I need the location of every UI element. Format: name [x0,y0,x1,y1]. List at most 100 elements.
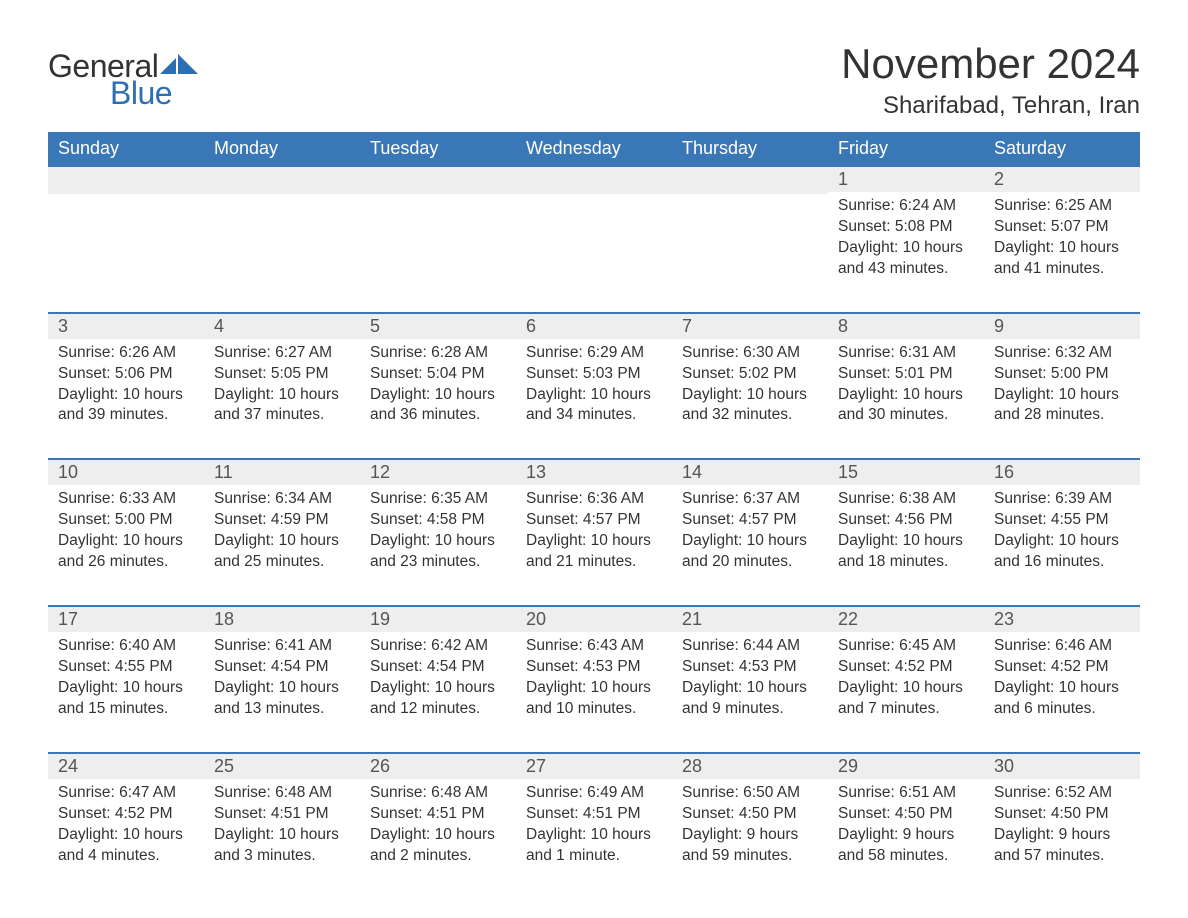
day-number: 25 [204,754,360,779]
sunset-line: Sunset: 5:01 PM [838,364,974,385]
day-number: 2 [984,167,1140,192]
day-body: Sunrise: 6:27 AMSunset: 5:05 PMDaylight:… [204,339,360,435]
daylight-line: Daylight: 10 hours and 18 minutes. [838,531,974,573]
sunset-line: Sunset: 4:54 PM [214,657,350,678]
day-cell: 2Sunrise: 6:25 AMSunset: 5:07 PMDaylight… [984,167,1140,288]
day-number: 28 [672,754,828,779]
daylight-line: Daylight: 10 hours and 9 minutes. [682,678,818,720]
day-number: 27 [516,754,672,779]
sunset-line: Sunset: 5:00 PM [994,364,1130,385]
sunrise-line: Sunrise: 6:26 AM [58,343,194,364]
day-cell: 28Sunrise: 6:50 AMSunset: 4:50 PMDayligh… [672,754,828,875]
day-number: 26 [360,754,516,779]
daylight-line: Daylight: 10 hours and 32 minutes. [682,385,818,427]
day-cell: 7Sunrise: 6:30 AMSunset: 5:02 PMDaylight… [672,314,828,435]
sunrise-line: Sunrise: 6:27 AM [214,343,350,364]
day-number: 30 [984,754,1140,779]
day-cell: 22Sunrise: 6:45 AMSunset: 4:52 PMDayligh… [828,607,984,728]
day-cell: 3Sunrise: 6:26 AMSunset: 5:06 PMDaylight… [48,314,204,435]
day-number: 17 [48,607,204,632]
daylight-line: Daylight: 10 hours and 41 minutes. [994,238,1130,280]
day-body: Sunrise: 6:42 AMSunset: 4:54 PMDaylight:… [360,632,516,728]
day-number: 21 [672,607,828,632]
empty-day-bar [360,167,516,194]
sunset-line: Sunset: 4:51 PM [370,804,506,825]
day-cell: 8Sunrise: 6:31 AMSunset: 5:01 PMDaylight… [828,314,984,435]
day-cell: 25Sunrise: 6:48 AMSunset: 4:51 PMDayligh… [204,754,360,875]
sunset-line: Sunset: 4:55 PM [994,510,1130,531]
day-cell [672,167,828,288]
daylight-line: Daylight: 10 hours and 10 minutes. [526,678,662,720]
sunrise-line: Sunrise: 6:35 AM [370,489,506,510]
daylight-line: Daylight: 9 hours and 58 minutes. [838,825,974,867]
sunrise-line: Sunrise: 6:39 AM [994,489,1130,510]
day-cell: 29Sunrise: 6:51 AMSunset: 4:50 PMDayligh… [828,754,984,875]
day-body: Sunrise: 6:35 AMSunset: 4:58 PMDaylight:… [360,485,516,581]
sunset-line: Sunset: 4:50 PM [838,804,974,825]
sunset-line: Sunset: 4:55 PM [58,657,194,678]
day-body: Sunrise: 6:32 AMSunset: 5:00 PMDaylight:… [984,339,1140,435]
day-cell: 9Sunrise: 6:32 AMSunset: 5:00 PMDaylight… [984,314,1140,435]
day-number: 3 [48,314,204,339]
day-body: Sunrise: 6:48 AMSunset: 4:51 PMDaylight:… [360,779,516,875]
day-number: 11 [204,460,360,485]
day-cell: 1Sunrise: 6:24 AMSunset: 5:08 PMDaylight… [828,167,984,288]
day-cell: 12Sunrise: 6:35 AMSunset: 4:58 PMDayligh… [360,460,516,581]
sunrise-line: Sunrise: 6:36 AM [526,489,662,510]
sunrise-line: Sunrise: 6:24 AM [838,196,974,217]
sunrise-line: Sunrise: 6:46 AM [994,636,1130,657]
day-number: 12 [360,460,516,485]
day-cell: 18Sunrise: 6:41 AMSunset: 4:54 PMDayligh… [204,607,360,728]
day-number: 20 [516,607,672,632]
sunset-line: Sunset: 4:53 PM [526,657,662,678]
sunset-line: Sunset: 5:04 PM [370,364,506,385]
daylight-line: Daylight: 10 hours and 28 minutes. [994,385,1130,427]
day-cell [360,167,516,288]
daylight-line: Daylight: 10 hours and 36 minutes. [370,385,506,427]
daylight-line: Daylight: 10 hours and 21 minutes. [526,531,662,573]
empty-day-bar [48,167,204,194]
day-number: 15 [828,460,984,485]
day-body: Sunrise: 6:25 AMSunset: 5:07 PMDaylight:… [984,192,1140,288]
daylight-line: Daylight: 10 hours and 37 minutes. [214,385,350,427]
day-number: 18 [204,607,360,632]
day-body: Sunrise: 6:24 AMSunset: 5:08 PMDaylight:… [828,192,984,288]
sunset-line: Sunset: 4:51 PM [526,804,662,825]
day-body: Sunrise: 6:41 AMSunset: 4:54 PMDaylight:… [204,632,360,728]
day-number: 1 [828,167,984,192]
day-number: 22 [828,607,984,632]
sunrise-line: Sunrise: 6:41 AM [214,636,350,657]
day-cell: 13Sunrise: 6:36 AMSunset: 4:57 PMDayligh… [516,460,672,581]
week-row: 3Sunrise: 6:26 AMSunset: 5:06 PMDaylight… [48,312,1140,435]
empty-day-bar [204,167,360,194]
day-body: Sunrise: 6:46 AMSunset: 4:52 PMDaylight:… [984,632,1140,728]
sunrise-line: Sunrise: 6:28 AM [370,343,506,364]
sunset-line: Sunset: 4:51 PM [214,804,350,825]
day-body: Sunrise: 6:44 AMSunset: 4:53 PMDaylight:… [672,632,828,728]
dow-cell: Thursday [672,132,828,165]
daylight-line: Daylight: 10 hours and 4 minutes. [58,825,194,867]
day-cell [516,167,672,288]
sunrise-line: Sunrise: 6:52 AM [994,783,1130,804]
sunrise-line: Sunrise: 6:48 AM [370,783,506,804]
day-cell: 19Sunrise: 6:42 AMSunset: 4:54 PMDayligh… [360,607,516,728]
sunset-line: Sunset: 4:57 PM [682,510,818,531]
sunrise-line: Sunrise: 6:30 AM [682,343,818,364]
sunrise-line: Sunrise: 6:43 AM [526,636,662,657]
sunrise-line: Sunrise: 6:25 AM [994,196,1130,217]
week-row: 17Sunrise: 6:40 AMSunset: 4:55 PMDayligh… [48,605,1140,728]
daylight-line: Daylight: 10 hours and 34 minutes. [526,385,662,427]
sunrise-line: Sunrise: 6:49 AM [526,783,662,804]
sunset-line: Sunset: 4:52 PM [838,657,974,678]
day-of-week-header: SundayMondayTuesdayWednesdayThursdayFrid… [48,132,1140,165]
daylight-line: Daylight: 9 hours and 57 minutes. [994,825,1130,867]
day-body: Sunrise: 6:28 AMSunset: 5:04 PMDaylight:… [360,339,516,435]
day-number: 8 [828,314,984,339]
week-row: 10Sunrise: 6:33 AMSunset: 5:00 PMDayligh… [48,458,1140,581]
daylight-line: Daylight: 10 hours and 3 minutes. [214,825,350,867]
day-cell: 11Sunrise: 6:34 AMSunset: 4:59 PMDayligh… [204,460,360,581]
daylight-line: Daylight: 10 hours and 39 minutes. [58,385,194,427]
week-row: 1Sunrise: 6:24 AMSunset: 5:08 PMDaylight… [48,165,1140,288]
day-cell: 4Sunrise: 6:27 AMSunset: 5:05 PMDaylight… [204,314,360,435]
day-body: Sunrise: 6:31 AMSunset: 5:01 PMDaylight:… [828,339,984,435]
